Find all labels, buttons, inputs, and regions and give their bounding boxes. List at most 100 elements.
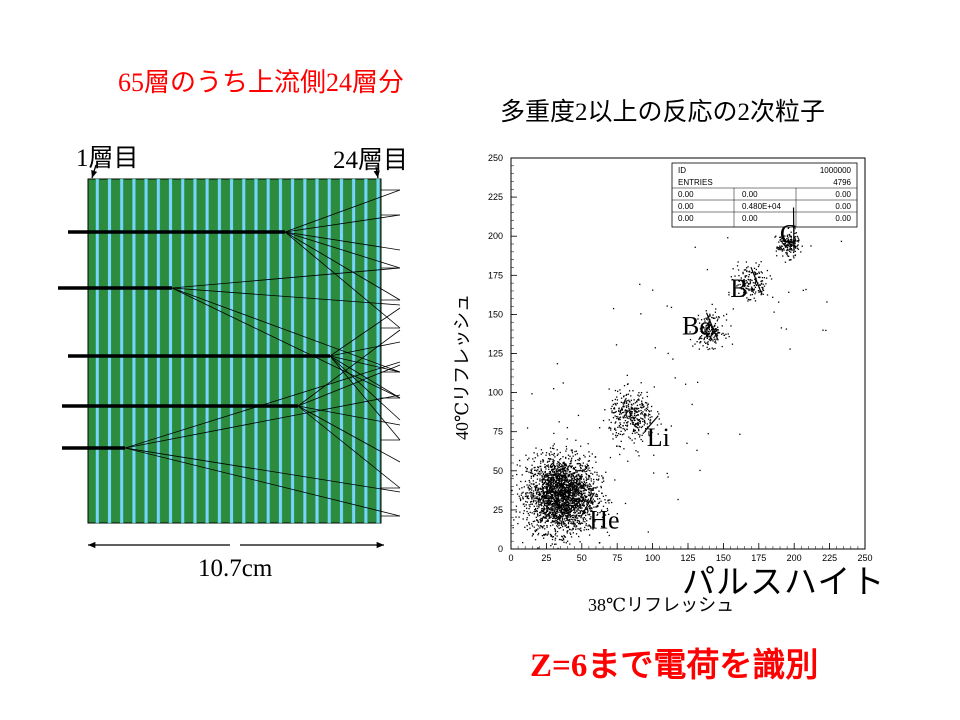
data-point	[657, 433, 659, 435]
data-point	[600, 509, 603, 511]
data-point	[581, 492, 583, 494]
data-point	[516, 484, 518, 486]
data-point	[595, 487, 597, 489]
data-point	[650, 410, 652, 412]
data-point	[576, 504, 579, 507]
stats-frame	[671, 162, 858, 228]
data-point	[544, 533, 546, 536]
data-point	[637, 424, 640, 426]
data-point	[551, 447, 554, 449]
data-point	[554, 467, 556, 470]
data-point	[578, 474, 580, 477]
data-point	[576, 508, 578, 510]
data-point	[575, 504, 577, 507]
data-point	[566, 508, 568, 510]
data-point	[565, 511, 567, 513]
data-point	[549, 492, 552, 495]
data-point	[568, 474, 571, 476]
data-point	[581, 474, 583, 476]
data-point	[552, 516, 555, 518]
data-point	[573, 484, 576, 487]
data-point	[596, 474, 598, 476]
noise-point	[667, 476, 669, 478]
annotation-pointer	[705, 312, 719, 340]
data-point	[704, 322, 707, 324]
data-point	[581, 500, 584, 503]
data-point	[627, 410, 629, 412]
data-point	[783, 237, 786, 239]
data-point	[709, 335, 711, 337]
data-point	[541, 476, 544, 478]
data-point	[631, 419, 634, 422]
data-point	[559, 509, 561, 512]
data-point	[556, 494, 559, 497]
data-point	[516, 493, 519, 495]
data-point	[531, 535, 534, 537]
data-point	[547, 507, 549, 510]
data-point	[795, 245, 797, 248]
data-point	[619, 417, 621, 419]
data-point	[569, 482, 571, 485]
detector-layer-gap	[229, 178, 234, 524]
data-point	[547, 519, 549, 521]
data-point	[547, 460, 549, 463]
data-point	[567, 522, 570, 524]
data-point	[557, 504, 559, 507]
data-point	[616, 445, 618, 447]
data-point	[540, 525, 542, 528]
data-point	[519, 497, 521, 499]
data-point	[545, 514, 547, 517]
data-point	[531, 487, 533, 489]
data-point	[571, 497, 574, 500]
data-point	[553, 466, 556, 469]
annotation-pointer	[644, 415, 659, 432]
data-point	[581, 487, 583, 489]
data-point	[569, 463, 571, 465]
detector-layer-gap	[168, 178, 173, 524]
data-point	[568, 504, 570, 506]
data-point	[732, 268, 734, 270]
data-point	[631, 407, 633, 409]
data-point	[573, 491, 576, 493]
data-point	[561, 522, 563, 524]
data-point	[522, 496, 524, 498]
data-point	[543, 512, 545, 514]
data-point	[549, 515, 551, 517]
data-point	[547, 478, 549, 480]
data-point	[637, 414, 639, 416]
data-point	[615, 410, 617, 413]
detector-layer-gap	[254, 178, 258, 524]
data-point	[548, 490, 550, 493]
data-point	[579, 500, 581, 502]
data-point	[590, 516, 592, 518]
data-point	[651, 416, 653, 418]
data-point	[536, 491, 538, 493]
y-tick-label: 125	[488, 349, 503, 359]
data-point	[796, 235, 799, 238]
data-point	[585, 466, 587, 469]
data-point	[571, 521, 573, 523]
data-point	[573, 488, 575, 490]
data-point	[560, 480, 562, 482]
data-point	[571, 449, 573, 451]
data-point	[556, 530, 559, 533]
data-point	[556, 472, 558, 475]
data-point	[605, 502, 607, 504]
data-point	[562, 475, 564, 477]
data-point	[530, 469, 532, 471]
data-point	[630, 413, 632, 416]
data-point	[560, 474, 562, 476]
data-point	[553, 491, 555, 493]
data-point	[550, 516, 552, 518]
data-point	[558, 514, 561, 516]
data-point	[731, 343, 734, 345]
data-point	[537, 520, 539, 522]
noise-point	[619, 453, 621, 456]
data-point	[562, 520, 565, 523]
data-point	[778, 241, 780, 243]
annotation-pointer	[580, 492, 595, 518]
data-point	[748, 289, 750, 292]
data-point	[744, 275, 746, 277]
data-point	[562, 483, 564, 486]
